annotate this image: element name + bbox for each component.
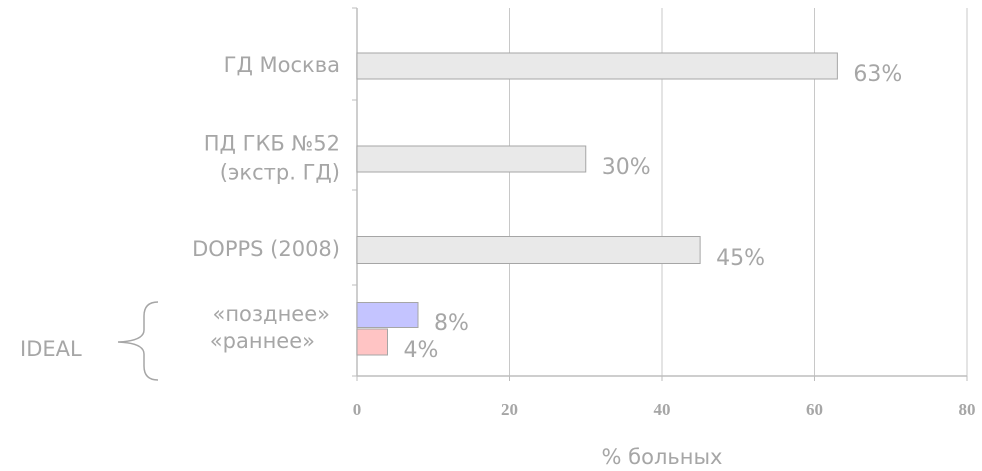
value-label: 30% (602, 155, 651, 180)
bar (356, 145, 587, 173)
category-label: ГД Москва (224, 53, 340, 77)
x-tick-label: 20 (501, 400, 518, 419)
value-label: 63% (853, 62, 902, 87)
category-label: «раннее» (210, 329, 315, 353)
category-label: DOPPS (2008) (192, 237, 340, 261)
bar (356, 236, 701, 264)
x-tick-label: 40 (654, 400, 671, 419)
value-label: 8% (434, 311, 469, 336)
category-label: ПД ГКБ №52 (экстр. ГД) (204, 132, 340, 185)
x-tick-label: 0 (353, 400, 362, 419)
group-label: IDEAL (20, 337, 82, 361)
x-axis-label: % больных (602, 445, 723, 469)
value-label: 45% (716, 246, 765, 271)
bar (356, 328, 388, 356)
value-label: 4% (404, 338, 439, 363)
bar (356, 52, 838, 80)
category-label: «позднее» (212, 302, 330, 326)
bar (356, 302, 419, 328)
group-brace (117, 301, 159, 381)
x-tick-label: 60 (806, 400, 823, 419)
x-tick-label: 80 (959, 400, 976, 419)
